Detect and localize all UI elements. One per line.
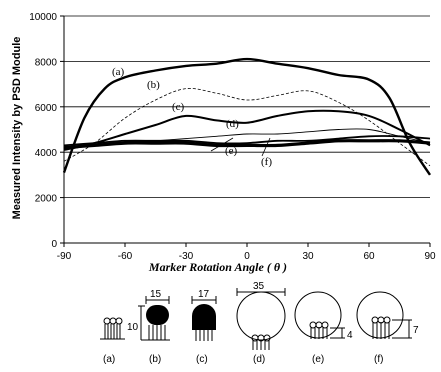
marker-diagram-f: 7 (f) xyxy=(356,291,419,365)
series-label-a: (a) xyxy=(112,66,125,78)
y-axis-title: Measured Intensity by PSD Module xyxy=(11,37,23,220)
x-axis-title: Marker Rotation Angle ( θ ) xyxy=(148,260,287,274)
y-tick-labels: 0 2000 4000 6000 8000 10000 xyxy=(29,12,57,250)
y-tick-label: 6000 xyxy=(35,103,58,114)
x-tick-label: -90 xyxy=(57,251,72,262)
marker-diagram-b: 15 10 (b) xyxy=(127,289,170,365)
series-line-c xyxy=(63,109,431,151)
marker-caption-a: (a) xyxy=(103,354,115,365)
series-label-b: (b) xyxy=(147,79,160,91)
series-line-f xyxy=(63,135,431,147)
x-tick-label: 30 xyxy=(302,251,314,262)
marker-caption-e: (e) xyxy=(312,354,324,365)
marker-caption-f: (f) xyxy=(374,354,383,365)
x-tick-label: 60 xyxy=(363,251,375,262)
series-label-c: (c) xyxy=(172,101,185,113)
marker-diagram-c: 17 (c) xyxy=(191,289,217,365)
series-pointer-f xyxy=(261,137,271,157)
marker-caption-d: (d) xyxy=(253,354,265,365)
marker-dimension-b: 15 xyxy=(150,289,162,300)
marker-caption-c: (c) xyxy=(196,354,208,365)
series-label-d: (d) xyxy=(226,118,239,130)
series-label-f: (f) xyxy=(261,156,272,168)
y-tick-label: 2000 xyxy=(35,194,58,205)
series-pointer-e xyxy=(210,137,234,152)
x-tick-label: -30 xyxy=(179,251,194,262)
series-line-e xyxy=(63,139,431,150)
marker-diagram-d: 35 (d) xyxy=(236,281,286,365)
x-tick-label: 0 xyxy=(244,251,250,262)
marker-dimension-a: 10 xyxy=(127,322,139,333)
series-line-b xyxy=(63,88,431,167)
marker-diagram-a: (a) xyxy=(100,317,125,365)
x-tick-label: -60 xyxy=(118,251,133,262)
y-tick-label: 8000 xyxy=(35,57,58,68)
marker-dimension-e: 4 xyxy=(347,330,353,341)
marker-diagram-e: 4 (e) xyxy=(294,291,353,365)
x-tick-labels: -90 -60 -30 0 30 60 90 xyxy=(57,251,436,262)
marker-dimension-f: 7 xyxy=(413,325,419,336)
y-tick-label: 10000 xyxy=(29,12,57,23)
marker-caption-b: (b) xyxy=(149,354,161,365)
marker-diagrams: (a) 15 10 (b) 17 xyxy=(100,281,419,365)
marker-dimension-d: 35 xyxy=(253,281,265,292)
marker-dimension-c: 17 xyxy=(198,289,210,300)
x-tick-label: 90 xyxy=(424,251,436,262)
y-tick-label: 4000 xyxy=(35,148,58,159)
series-line-a xyxy=(62,57,432,176)
grid-layer xyxy=(60,15,431,247)
series-label-e: (e) xyxy=(225,145,238,157)
y-tick-label: 0 xyxy=(51,239,57,250)
series-layer xyxy=(62,57,432,176)
series-labels: (a) (b) (c) (d) (e) (f) xyxy=(112,66,272,168)
